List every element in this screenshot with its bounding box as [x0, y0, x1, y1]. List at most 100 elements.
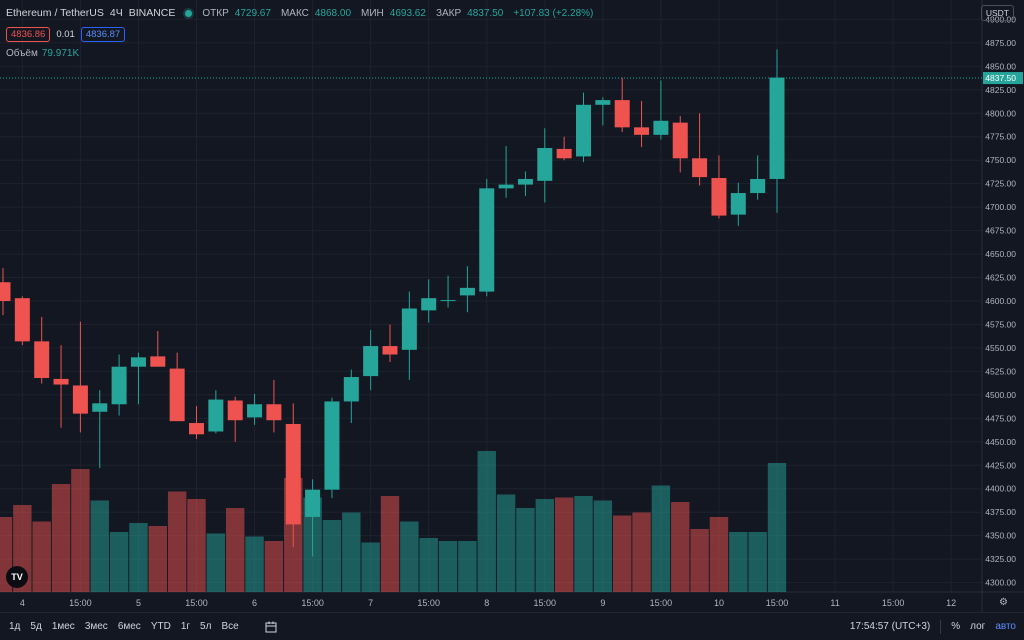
x-tick-label: 9 — [600, 598, 605, 608]
high-value: 4868.00 — [314, 7, 352, 19]
x-tick-label: 15:00 — [650, 598, 673, 608]
candlestick-chart[interactable]: 4300.00 4325.00 4350.00 4375.00 4400.00 4425.… — [0, 0, 1024, 612]
high-label: МАКС — [280, 7, 309, 19]
volume-bar — [535, 499, 554, 592]
timeframe-4[interactable]: 6мес — [117, 621, 141, 632]
candle-body — [285, 423, 301, 525]
candle-body — [72, 385, 88, 414]
candle-body — [169, 368, 185, 422]
y-tick-label: 4575.00 — [985, 319, 1016, 329]
volume-label[interactable]: Объём — [6, 48, 38, 59]
volume-bar — [438, 541, 458, 592]
y-tick-label: 4475.00 — [985, 413, 1016, 423]
candle-body — [556, 148, 572, 159]
tradingview-logo[interactable]: TV — [6, 566, 28, 588]
volume-bar — [245, 536, 264, 592]
candle-body — [459, 287, 475, 296]
candle-body — [14, 298, 30, 342]
x-tick-label: 7 — [368, 598, 373, 608]
candle-body — [711, 178, 727, 216]
candle-body — [517, 178, 533, 185]
candle-body — [53, 378, 69, 385]
y-tick-label: 4725.00 — [985, 179, 1016, 189]
candle-body — [382, 346, 398, 355]
timeframe-6[interactable]: 1г — [180, 621, 191, 632]
candle-body — [92, 403, 108, 412]
calendar-range-icon[interactable] — [264, 620, 278, 634]
x-tick-label: 15:00 — [69, 598, 92, 608]
x-tick-label: 15:00 — [882, 598, 905, 608]
buy-button[interactable]: 4836.87 — [80, 26, 126, 42]
volume-bar — [554, 497, 574, 592]
y-tick-label: 4300.00 — [985, 578, 1016, 588]
currency-selector[interactable]: USDT — [980, 5, 1014, 21]
candle-body — [208, 399, 224, 432]
x-tick-label: 8 — [484, 598, 489, 608]
y-tick-label: 4450.00 — [985, 437, 1016, 447]
timeframe-0[interactable]: 1д — [9, 621, 21, 632]
y-tick-label: 4700.00 — [985, 202, 1016, 212]
candle-body — [653, 120, 669, 135]
candle-body — [479, 188, 495, 292]
last-price-tag — [983, 72, 1023, 85]
volume-bar — [342, 512, 361, 592]
candle-body — [150, 356, 166, 367]
timeframe-5[interactable]: YTD — [150, 621, 171, 632]
y-tick-label: 4675.00 — [985, 226, 1016, 236]
x-tick-label: 15:00 — [766, 598, 789, 608]
timeframe-1[interactable]: 5д — [30, 621, 42, 632]
candle-body — [730, 193, 746, 215]
volume-bar — [109, 532, 129, 592]
candle-body — [111, 366, 127, 405]
candle-body — [692, 158, 708, 178]
y-tick-label: 4400.00 — [985, 484, 1016, 494]
interval-label[interactable]: 4Ч — [109, 7, 123, 19]
log-scale-toggle[interactable]: лог — [970, 621, 986, 632]
volume-bar — [709, 517, 729, 592]
candle-body — [247, 404, 263, 418]
volume-bar — [167, 491, 187, 592]
volume-bar — [748, 532, 767, 592]
volume-bar — [90, 500, 109, 592]
candle-body — [324, 401, 340, 490]
chart-legend: Ethereum / TetherUS 4Ч BINANCE ОТКР 4729.… — [6, 6, 597, 59]
y-tick-label: 4850.00 — [985, 61, 1016, 71]
volume-bar — [574, 496, 593, 592]
divider — [940, 619, 942, 634]
volume-bar — [516, 508, 535, 592]
volume-bar — [458, 541, 477, 592]
sell-button[interactable]: 4836.86 — [6, 26, 51, 42]
clock[interactable]: 17:54:57 (UTC+3) — [849, 621, 931, 632]
volume-bar — [477, 451, 496, 592]
timeframe-7[interactable]: 5л — [200, 621, 212, 632]
volume-bar — [651, 485, 671, 592]
candle-body — [576, 104, 591, 157]
y-tick-label: 4800.00 — [985, 108, 1016, 118]
candle-body — [363, 346, 379, 377]
volume-bar — [729, 532, 748, 592]
volume-bar — [264, 541, 284, 592]
candle-body — [343, 377, 359, 402]
y-tick-label: 4900.00 — [985, 14, 1016, 24]
gear-icon[interactable]: ⚙ — [999, 597, 1008, 608]
volume-bar — [129, 523, 148, 592]
exchange-label: BINANCE — [128, 7, 176, 19]
timeframe-8[interactable]: Все — [221, 621, 239, 632]
x-tick-label: 15:00 — [185, 598, 208, 608]
y-tick-label: 4425.00 — [985, 460, 1016, 470]
x-tick-label: 6 — [252, 598, 257, 608]
volume-bar — [32, 521, 51, 592]
percent-scale-toggle[interactable]: % — [951, 621, 961, 632]
x-tick-label: 5 — [136, 598, 141, 608]
timeframe-2[interactable]: 1мес — [51, 621, 75, 632]
candle-body — [130, 357, 146, 367]
symbol-name[interactable]: Ethereum / TetherUS — [6, 7, 104, 19]
timeframe-3[interactable]: 3мес — [84, 621, 108, 632]
x-tick-label: 4 — [20, 598, 25, 608]
volume-bar — [322, 520, 342, 592]
y-tick-label: 4650.00 — [985, 249, 1016, 259]
candle-body — [440, 300, 456, 302]
candle-body — [595, 100, 611, 105]
volume-bar — [361, 542, 380, 592]
auto-scale-toggle[interactable]: авто — [995, 621, 1016, 632]
